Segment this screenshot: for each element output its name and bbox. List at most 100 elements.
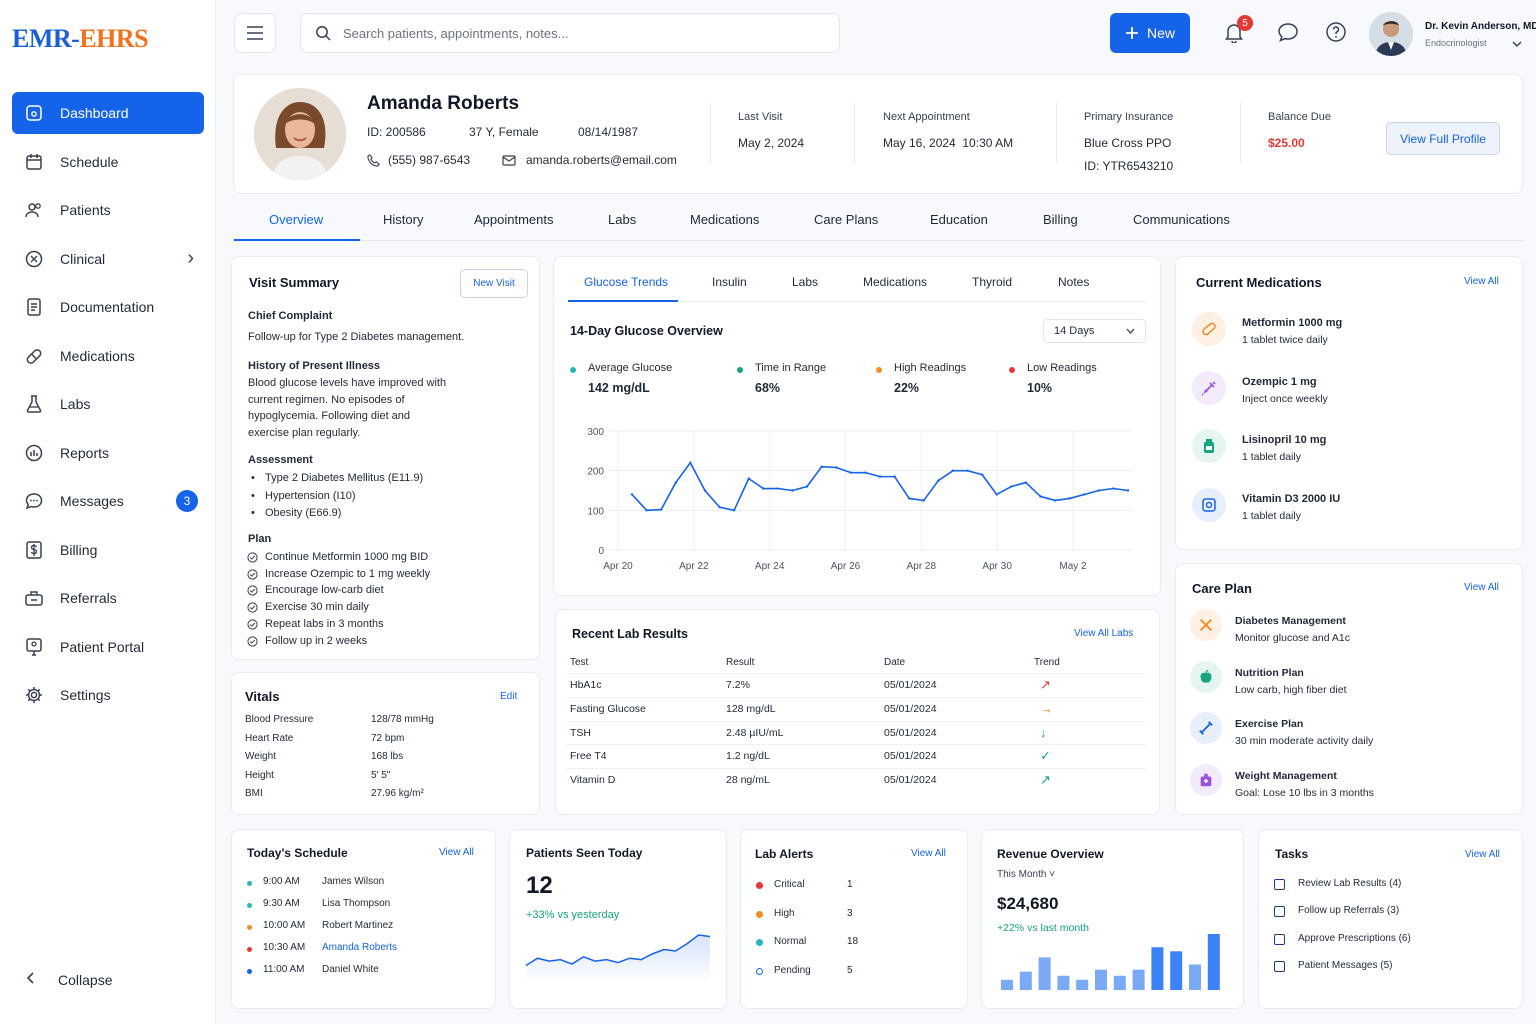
lab-alert-item[interactable]: Normal 18 xyxy=(741,936,961,952)
schedule-item[interactable]: 9:30 AM Lisa Thompson xyxy=(232,898,492,914)
range-select[interactable]: 14 Days xyxy=(1043,319,1146,343)
menu-button[interactable] xyxy=(234,13,276,53)
lab-alert-item[interactable]: High 3 xyxy=(741,908,961,924)
sidebar-item-patient-portal[interactable]: Patient Portal xyxy=(12,626,204,668)
medication-name[interactable]: Ozempic 1 mg xyxy=(1242,375,1317,388)
medications-view-all-link[interactable]: View All xyxy=(1464,276,1499,287)
sidebar-item-label: Labs xyxy=(60,396,91,412)
schedule-view-all-link[interactable]: View All xyxy=(439,847,474,858)
collapse-button[interactable]: Collapse xyxy=(24,971,112,988)
divider xyxy=(1056,103,1057,163)
table-row[interactable]: HbA1c 7.2% 05/01/2024 ↗ xyxy=(556,677,1156,697)
task-checkbox[interactable] xyxy=(1274,960,1285,972)
schedule-item[interactable]: 11:00 AM Daniel White xyxy=(232,964,492,980)
task-checkbox[interactable] xyxy=(1274,879,1285,890)
doctor-avatar[interactable] xyxy=(1369,12,1413,56)
sidebar-item-settings[interactable]: Settings xyxy=(12,674,204,716)
sidebar-item-reports[interactable]: Reports xyxy=(12,432,204,474)
medication-name[interactable]: Metformin 1000 mg xyxy=(1242,317,1343,329)
table-row[interactable]: Free T4 1.2 ng/dL 05/01/2024 ✓ xyxy=(556,748,1156,768)
glucose-tab-notes[interactable]: Notes xyxy=(1058,275,1090,289)
tasks-view-all-link[interactable]: View All xyxy=(1465,849,1500,860)
trend-arrow-icon: ↓ xyxy=(1040,724,1047,740)
help-button[interactable] xyxy=(1324,20,1348,44)
task-item[interactable]: Approve Prescriptions (6) xyxy=(1259,933,1519,949)
tab-billing[interactable]: Billing xyxy=(1043,212,1078,227)
glucose-data-point xyxy=(732,509,736,512)
sidebar-item-documentation[interactable]: Documentation xyxy=(12,286,204,328)
x-tick-label: Apr 30 xyxy=(982,561,1012,572)
schedule-item[interactable]: 9:00 AM James Wilson xyxy=(232,876,492,892)
table-row[interactable]: TSH 2.48 µIU/mL 05/01/2024 ↓ xyxy=(556,724,1156,745)
patient-phone[interactable]: (555) 987-6543 xyxy=(367,153,470,167)
lab-alert-item[interactable]: Critical 1 xyxy=(741,879,961,895)
lab-alert-item[interactable]: Pending 5 xyxy=(741,965,961,981)
vitals-edit-link[interactable]: Edit xyxy=(500,691,518,702)
assessment-item: Type 2 Diabetes Mellitus (E11.9) xyxy=(265,472,424,484)
task-item[interactable]: Patient Messages (5) xyxy=(1259,960,1519,976)
schedule-item[interactable]: 10:00 AM Robert Martinez xyxy=(232,920,492,936)
view-full-profile-button[interactable]: View Full Profile xyxy=(1386,122,1500,155)
tab-history[interactable]: History xyxy=(383,212,424,227)
tab-overview[interactable]: Overview xyxy=(269,212,324,227)
tab-medications[interactable]: Medications xyxy=(690,212,760,227)
tab-education[interactable]: Education xyxy=(930,212,988,227)
table-row[interactable]: Fasting Glucose 128 mg/dL 05/01/2024 → xyxy=(556,701,1156,721)
care-plan-item-name[interactable]: Exercise Plan xyxy=(1235,718,1304,731)
sidebar-item-dashboard[interactable]: Dashboard xyxy=(12,92,204,134)
care-plan-item-name[interactable]: Weight Management xyxy=(1235,770,1337,783)
medication-name[interactable]: Vitamin D3 2000 IU xyxy=(1242,492,1341,505)
revenue-bar-chart xyxy=(1001,934,1220,990)
new-button[interactable]: New xyxy=(1110,13,1190,53)
search-input[interactable] xyxy=(343,25,803,41)
new-visit-button[interactable]: New Visit xyxy=(460,269,528,298)
visit-summary-card: Visit Summary New Visit Chief Complaint … xyxy=(231,256,540,660)
care-plan-view-all-link[interactable]: View All xyxy=(1464,582,1499,593)
task-checkbox[interactable] xyxy=(1274,906,1285,918)
task-checkbox[interactable] xyxy=(1274,933,1285,945)
sidebar-item-messages[interactable]: Messages 3 xyxy=(12,480,204,522)
chevron-left-icon xyxy=(24,971,38,988)
table-row[interactable]: Vitamin D 28 ng/mL 05/01/2024 ↗ xyxy=(556,772,1156,792)
glucose-tab-labs[interactable]: Labs xyxy=(792,275,819,289)
lab-date: 05/01/2024 xyxy=(884,750,937,763)
revenue-period-select[interactable]: This Month ˅ xyxy=(997,869,1056,880)
alert-dot xyxy=(756,882,763,889)
sidebar-item-label: Documentation xyxy=(60,299,155,315)
schedule-item[interactable]: 10:30 AM Amanda Roberts xyxy=(232,942,492,958)
care-plan-item-name[interactable]: Diabetes Management xyxy=(1235,615,1346,627)
glucose-data-point xyxy=(1126,489,1130,492)
tab-care-plans[interactable]: Care Plans xyxy=(814,212,879,227)
chevron-down-icon[interactable] xyxy=(1512,40,1522,51)
medication-name[interactable]: Lisinopril 10 mg xyxy=(1242,434,1327,446)
glucose-tab-medications[interactable]: Medications xyxy=(863,275,928,289)
sidebar-item-referrals[interactable]: Referrals xyxy=(12,577,204,619)
patient-email[interactable]: amanda.roberts@email.com xyxy=(502,153,677,167)
notifications-button[interactable] xyxy=(1222,20,1246,44)
care-plan-item-name[interactable]: Nutrition Plan xyxy=(1235,666,1304,679)
lab-alerts-view-all-link[interactable]: View All xyxy=(911,848,946,859)
tab-communications[interactable]: Communications xyxy=(1133,212,1230,227)
app-logo[interactable]: EMR-EHRS xyxy=(12,24,149,53)
glucose-tab-glucose-trends[interactable]: Glucose Trends xyxy=(584,275,669,289)
glucose-tab-thyroid[interactable]: Thyroid xyxy=(972,275,1013,289)
sidebar-item-label: Billing xyxy=(60,541,98,558)
glucose-tab-insulin[interactable]: Insulin xyxy=(712,275,747,289)
sidebar-item-clinical[interactable]: Clinical › xyxy=(12,238,204,280)
sidebar-item-labs[interactable]: Labs xyxy=(12,383,204,425)
lab-alerts-title: Lab Alerts xyxy=(755,847,814,861)
sidebar-item-medications[interactable]: Medications xyxy=(12,335,204,377)
x-tick-label: Apr 24 xyxy=(755,561,785,572)
sidebar-item-billing[interactable]: Billing xyxy=(12,529,204,571)
tab-labs[interactable]: Labs xyxy=(608,212,637,227)
task-item[interactable]: Review Lab Results (4) xyxy=(1259,878,1519,894)
task-item[interactable]: Follow up Referrals (3) xyxy=(1259,905,1519,921)
check-circle-icon xyxy=(247,585,258,596)
glucose-stat-value: 68% xyxy=(755,381,781,395)
doctor-role: Endocrinologist xyxy=(1425,38,1487,48)
tab-appointments[interactable]: Appointments xyxy=(474,212,554,227)
sidebar-item-patients[interactable]: Patients xyxy=(12,189,204,231)
chat-button[interactable] xyxy=(1276,20,1300,44)
view-all-labs-link[interactable]: View All Labs xyxy=(1074,628,1134,639)
sidebar-item-schedule[interactable]: Schedule xyxy=(12,141,204,183)
